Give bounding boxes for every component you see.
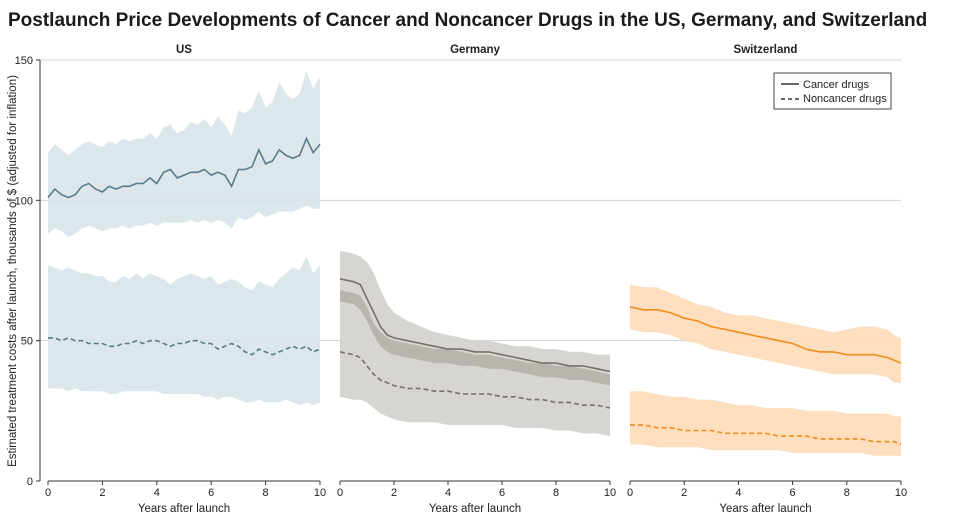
legend: Cancer drugs Noncancer drugs (773, 72, 892, 110)
x-tick-label-switzerland-4: 4 (735, 487, 741, 499)
x-tick-label-us-2: 2 (99, 487, 105, 499)
y-axis-label: Estimated treatment costs after launch, … (7, 75, 19, 467)
x-tick-label-germany-8: 8 (553, 487, 559, 499)
x-tick-label-germany-2: 2 (391, 487, 397, 499)
panel-title-germany: Germany (450, 44, 500, 56)
panel-title-switzerland: Switzerland (734, 44, 798, 56)
line-switzerland-cancer (629, 306, 902, 364)
panel-switzerland: Switzerland 0 2 4 6 8 10 Years after launch (627, 44, 907, 515)
x-tick-label-us-10: 10 (314, 487, 326, 499)
x-tick-label-us-4: 4 (154, 487, 160, 499)
x-tick-label-us-8: 8 (263, 487, 269, 499)
x-tick-label-germany-10: 10 (604, 487, 616, 499)
band-germany-noncancer (340, 250, 610, 437)
panel-germany: Germany 0 2 4 6 8 10 Years after launch (337, 44, 616, 515)
x-tick-label-switzerland-10: 10 (895, 487, 907, 499)
inner-band-germany-cancer (340, 290, 610, 386)
legend-cancer-label: Cancer drugs (803, 79, 870, 91)
line-us-cancer (47, 136, 321, 199)
legend-noncancer-label: Noncancer drugs (803, 93, 887, 105)
x-axis-label-switzerland: Years after launch (719, 503, 811, 515)
x-tick-label-switzerland-0: 0 (627, 487, 633, 499)
panel-title-us: US (176, 44, 192, 56)
x-tick-label-switzerland-2: 2 (681, 487, 687, 499)
x-tick-label-germany-6: 6 (499, 487, 505, 499)
line-germany-cancer (339, 278, 611, 373)
line-us-noncancer (48, 337, 321, 356)
x-tick-label-us-6: 6 (208, 487, 214, 499)
x-axis-label-us: Years after launch (138, 503, 230, 515)
y-tick-label-100: 100 (15, 195, 33, 207)
line-germany-noncancer (339, 351, 611, 409)
x-tick-label-us-0: 0 (45, 487, 51, 499)
band-switzerland-cancer (630, 284, 901, 383)
band-switzerland-noncancer (630, 391, 901, 456)
x-tick-label-switzerland-6: 6 (790, 487, 796, 499)
panel-us: US 0 2 4 6 8 10 Years after launch (45, 44, 326, 515)
y-tick-label-50: 50 (21, 336, 33, 348)
x-axis-label-germany: Years after launch (429, 503, 521, 515)
y-tick-label-150: 150 (15, 55, 33, 67)
x-tick-label-switzerland-8: 8 (844, 487, 850, 499)
band-us-cancer (48, 71, 320, 237)
x-tick-label-germany-0: 0 (337, 487, 343, 499)
chart-title: Postlaunch Price Developments of Cancer … (8, 10, 927, 31)
y-tick-label-0: 0 (27, 476, 33, 488)
legend-box (773, 72, 892, 110)
band-us-noncancer (48, 256, 320, 406)
x-tick-label-germany-4: 4 (445, 487, 451, 499)
